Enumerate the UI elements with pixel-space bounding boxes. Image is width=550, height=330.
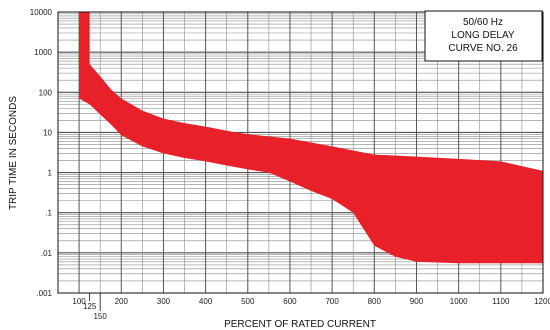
x-tick-label: 700 [325,297,339,306]
x-tick-labels: 100 200 300 400 500 600 700 800 900 1000 1100 1200 1… [72,293,550,321]
x-tick-label: 800 [368,297,382,306]
y-tick-label: .001 [36,289,52,298]
trip-band-layer [79,12,543,264]
y-axis-title: TRIP TIME IN SECONDS [8,96,19,210]
y-tick-label: .01 [41,249,53,258]
x-tick-label: 1000 [450,297,468,306]
trip-time-band [79,12,543,264]
plot-frame [57,11,544,294]
legend-frame [424,10,543,62]
y-tick-label: 100 [39,88,53,97]
y-tick-label: 10000 [30,8,53,17]
legend-line-1: 50/60 Hz [463,17,503,28]
legend-box: 50/60 Hz LONG DELAY CURVE NO. 26 [424,10,543,62]
x-tick-label: 100 [72,297,86,306]
x-tick-label: 600 [283,297,297,306]
x-tick-label: 1200 [534,297,550,306]
x-tick-label: 200 [115,297,129,306]
y-tick-label: 10 [43,128,52,137]
x-extra-tick-label: 150 [93,312,107,321]
y-tick-label: 1 [48,169,53,178]
legend-line-3: CURVE NO. 26 [448,43,518,54]
x-tick-label: 500 [241,297,255,306]
y-tick-label: .1 [45,209,52,218]
x-extra-tick-label: 125 [83,302,97,311]
x-tick-label: 900 [410,297,424,306]
x-axis-title: PERCENT OF RATED CURRENT [224,319,376,330]
x-tick-label: 400 [199,297,213,306]
plot-border [57,11,544,294]
legend-line-2: LONG DELAY [451,30,514,41]
y-tick-label: 1000 [34,48,52,57]
x-tick-label: 1100 [492,297,510,306]
y-tick-labels: 10000 1000 100 10 1 .1 .01 .001 [30,8,53,298]
x-tick-label: 300 [157,297,171,306]
